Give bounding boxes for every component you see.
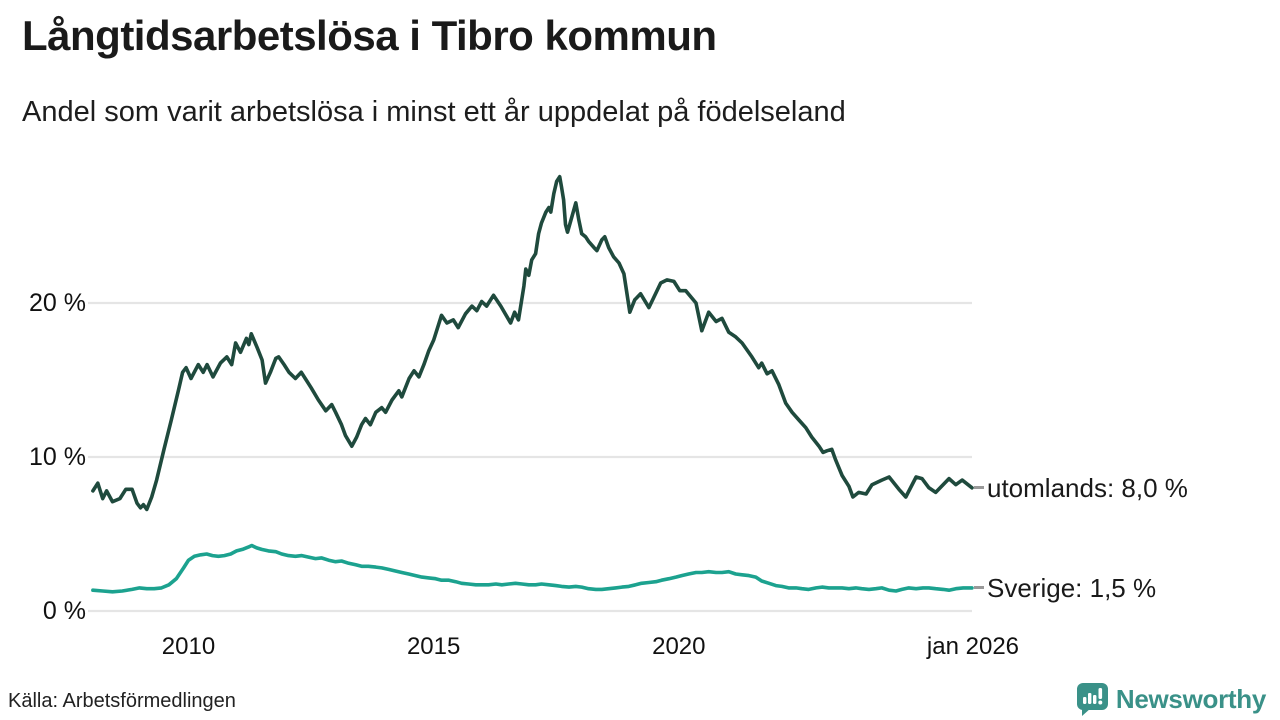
chart-subtitle: Andel som varit arbetslösa i minst ett å… xyxy=(22,96,846,128)
series-tick-dash-icon xyxy=(974,586,984,590)
newsworthy-logo-text: Newsworthy xyxy=(1115,684,1266,714)
series-line-utomlands xyxy=(91,174,974,512)
chart-title: Långtidsarbetslösa i Tibro kommun xyxy=(22,12,717,59)
x-axis-tick-label: 2015 xyxy=(406,633,461,660)
y-axis-tick-label: 20 % xyxy=(29,289,86,317)
x-axis-tick-label: 2020 xyxy=(652,633,706,660)
series-tick-dash-icon xyxy=(974,486,984,490)
x-axis-tick-label: jan 2026 xyxy=(926,633,1020,660)
series-line-sverige xyxy=(91,543,974,594)
newsworthy-logo-icon xyxy=(1076,683,1108,716)
series-label-utomlands: utomlands: 8,0 % xyxy=(974,472,1188,504)
series-label-sverige: Sverige: 1,5 % xyxy=(974,572,1156,604)
source-note: Källa: Arbetsförmedlingen xyxy=(8,690,236,712)
newsworthy-logo: Newsworthy xyxy=(1076,682,1266,717)
series-label-text: utomlands: 8,0 % xyxy=(987,472,1188,503)
series-label-text: Sverige: 1,5 % xyxy=(987,572,1157,603)
x-axis-tick-label: 2010 xyxy=(161,633,216,660)
y-axis-tick-label: 0 % xyxy=(42,597,86,625)
y-axis-tick-label: 10 % xyxy=(29,443,86,471)
